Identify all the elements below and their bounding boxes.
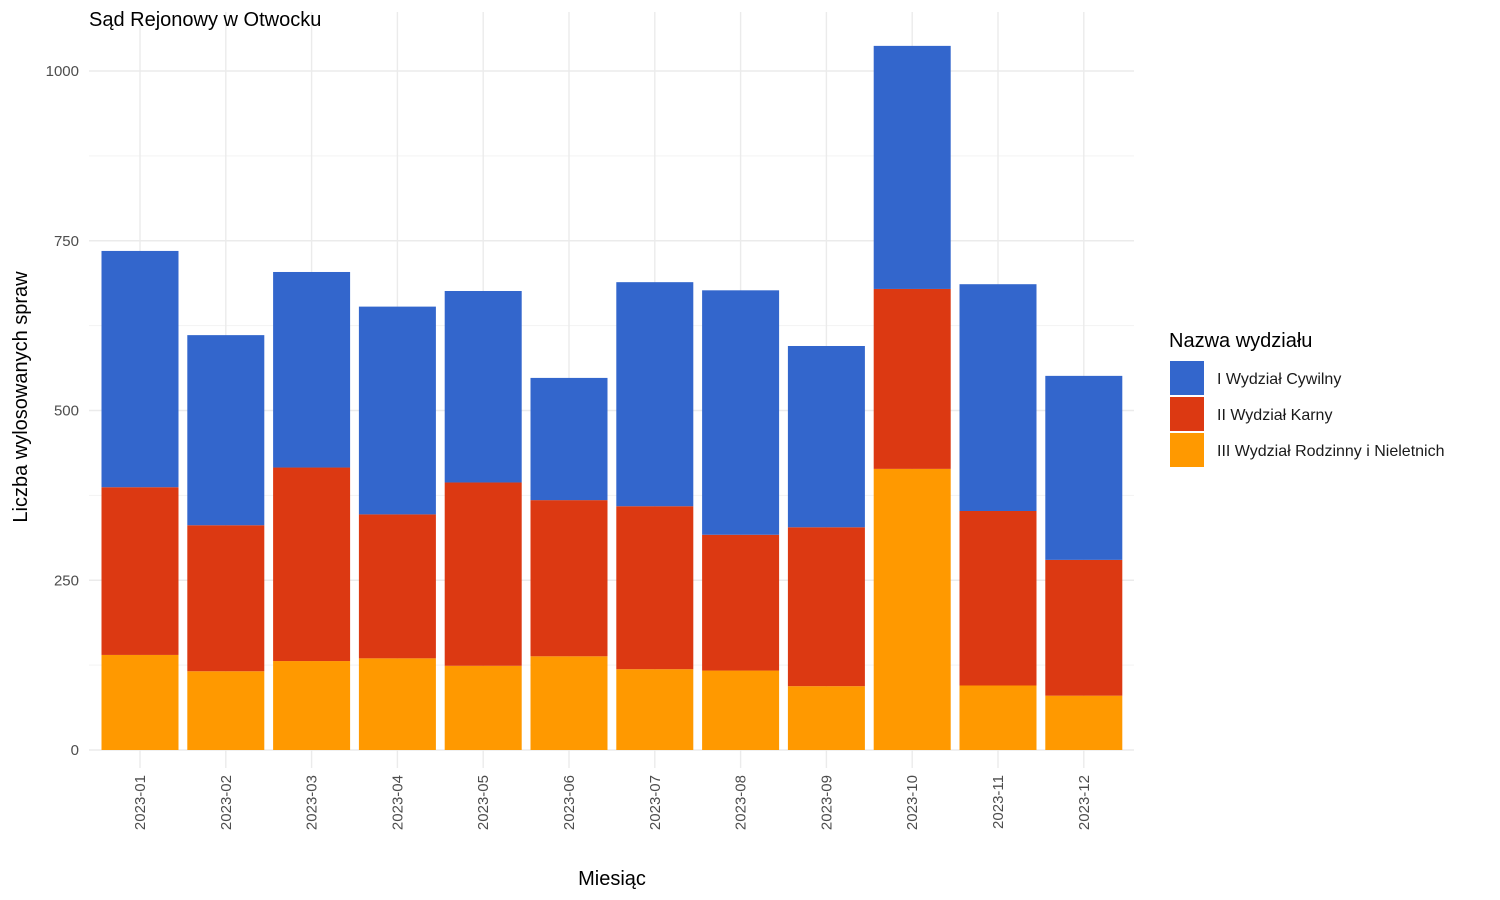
bar-segment: [959, 685, 1037, 750]
legend-label: I Wydział Cywilny: [1217, 371, 1341, 388]
bar-segment: [616, 282, 694, 507]
bar-segment: [959, 284, 1037, 511]
legend-swatch: [1170, 433, 1204, 467]
bar-segment: [187, 335, 265, 526]
bar-segment: [273, 661, 351, 750]
bar-segment: [358, 306, 436, 515]
x-tick-label: 2023-06: [561, 775, 578, 830]
legend-title: Nazwa wydziału: [1169, 330, 1312, 352]
bar-segment: [444, 482, 522, 666]
bar-segment: [358, 658, 436, 750]
bar-segment: [787, 527, 865, 687]
x-tick-label: 2023-08: [733, 775, 750, 830]
bar-segment: [787, 345, 865, 528]
legend-label: II Wydział Karny: [1217, 407, 1332, 424]
legend-label: III Wydział Rodzinny i Nieletnich: [1217, 443, 1445, 460]
x-tick-label: 2023-05: [475, 775, 492, 830]
bar-segment: [1045, 559, 1123, 696]
x-tick-label: 2023-07: [647, 775, 664, 830]
x-tick-label: 2023-04: [389, 775, 406, 830]
legend-swatch: [1170, 397, 1204, 431]
x-tick-label: 2023-10: [904, 775, 921, 830]
x-tick-label: 2023-01: [132, 775, 149, 830]
bar-segment: [873, 45, 951, 289]
bar-segment: [444, 665, 522, 750]
bar-segment: [787, 686, 865, 750]
y-axis-ticks: 0 250 500 750 1000: [46, 63, 79, 759]
legend: Nazwa wydziału I Wydział Cywilny II Wydzi…: [1169, 330, 1445, 467]
bar-segment: [101, 654, 179, 750]
bar-segment: [1045, 695, 1123, 750]
y-tick-label: 750: [54, 233, 79, 250]
bar-segment: [273, 467, 351, 662]
bar-segment: [530, 500, 608, 657]
x-tick-label: 2023-09: [818, 775, 835, 830]
bar-segment: [1045, 375, 1123, 560]
x-axis-title: Miesiąc: [578, 868, 646, 890]
bar-segment: [873, 468, 951, 750]
bar-segment: [530, 656, 608, 750]
bar-segment: [616, 506, 694, 670]
bar-segment: [187, 671, 265, 750]
bar-segment: [101, 250, 179, 488]
y-tick-label: 250: [54, 572, 79, 589]
x-tick-label: 2023-03: [304, 775, 321, 830]
y-tick-label: 500: [54, 403, 79, 420]
chart-title: Sąd Rejonowy w Otwocku: [89, 9, 321, 31]
y-tick-label: 0: [71, 742, 79, 759]
bar-segment: [273, 271, 351, 468]
x-tick-label: 2023-02: [218, 775, 235, 830]
bar-segment: [702, 670, 780, 750]
y-axis-title: Liczba wylosowanych spraw: [10, 271, 32, 523]
bars: [101, 45, 1123, 750]
bar-segment: [358, 514, 436, 659]
legend-swatch: [1170, 361, 1204, 395]
x-tick-label: 2023-12: [1076, 775, 1093, 830]
bar-segment: [530, 377, 608, 501]
bar-segment: [187, 525, 265, 672]
bar-segment: [616, 669, 694, 750]
bar-segment: [873, 288, 951, 469]
bar-segment: [444, 290, 522, 483]
x-tick-label: 2023-11: [990, 775, 1007, 829]
y-tick-label: 1000: [46, 63, 79, 80]
bar-segment: [959, 510, 1037, 686]
bar-segment: [702, 290, 780, 535]
x-axis-ticks: 2023-01 2023-02 2023-03 2023-04 2023-05 2023-…: [132, 775, 1093, 830]
bar-segment: [101, 487, 179, 655]
bar-segment: [702, 534, 780, 671]
